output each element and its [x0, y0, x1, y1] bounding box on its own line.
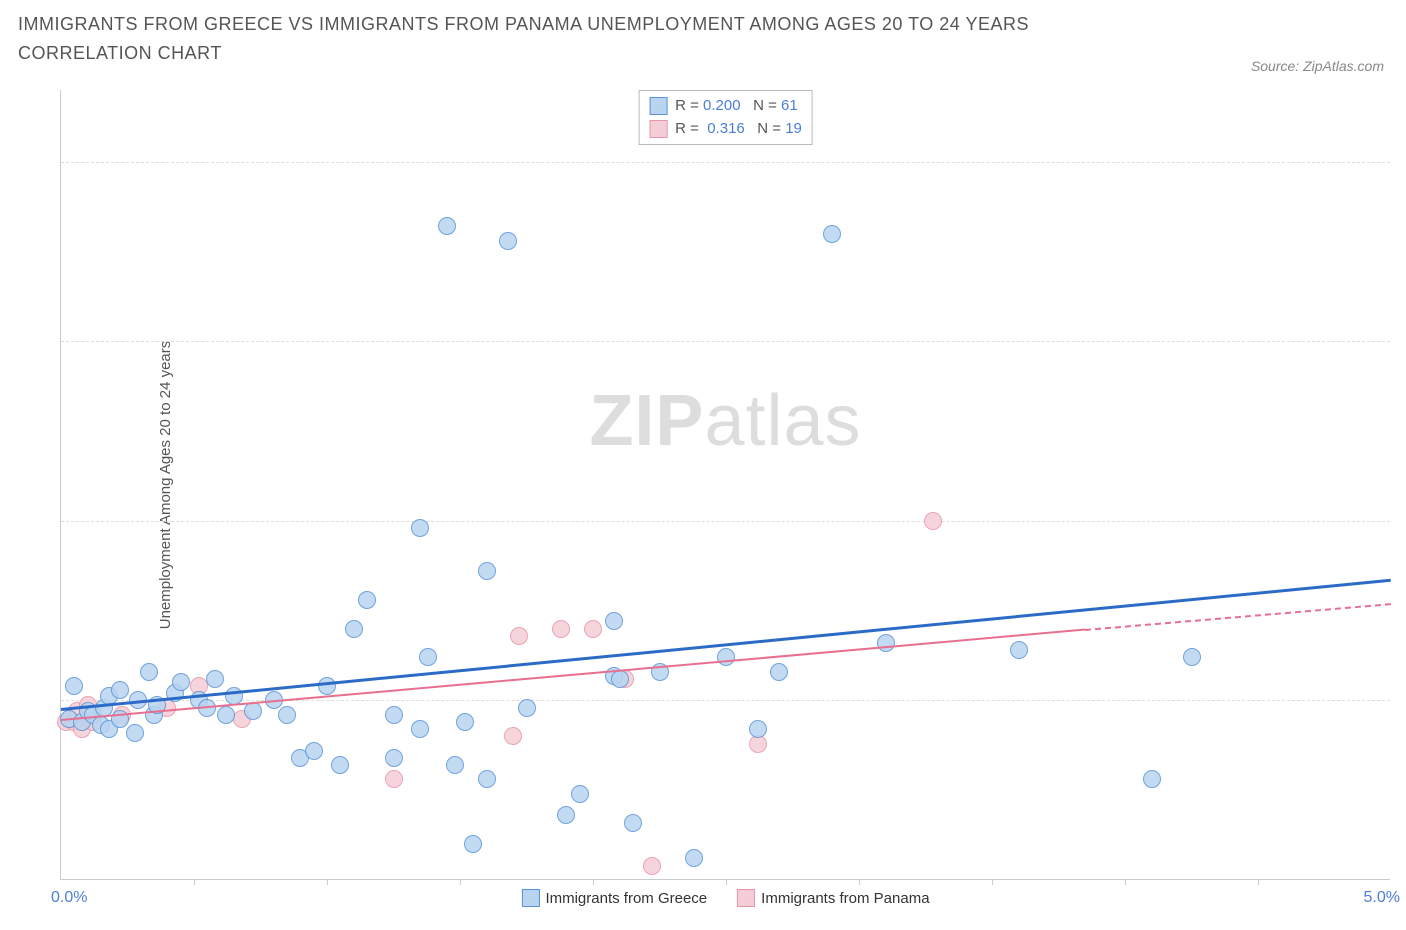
- x-tick: [726, 879, 727, 885]
- y-tick-label: 50.0%: [1400, 153, 1406, 171]
- legend-item-series1: Immigrants from Greece: [521, 889, 707, 907]
- y-tick-label: 12.5%: [1400, 691, 1406, 709]
- x-tick: [992, 879, 993, 885]
- legend-stats-series1: R = 0.200 N = 61: [675, 95, 798, 118]
- trend-line-series2: [61, 629, 1085, 721]
- r-value: 0.200: [703, 97, 741, 114]
- n-value: 61: [781, 97, 798, 114]
- x-tick: [1258, 879, 1259, 885]
- legend-label-series2: Immigrants from Panama: [761, 890, 929, 907]
- x-tick: [1125, 879, 1126, 885]
- n-label: N =: [757, 120, 781, 137]
- trend-line-series1: [61, 578, 1391, 710]
- x-tick: [194, 879, 195, 885]
- legend-label-series1: Immigrants from Greece: [545, 890, 707, 907]
- x-tick: [859, 879, 860, 885]
- x-tick: [460, 879, 461, 885]
- n-value: 19: [785, 120, 802, 137]
- legend-swatch-series2: [649, 120, 667, 138]
- legend-swatch-series1-bottom: [521, 889, 539, 907]
- x-axis-max-label: 5.0%: [1364, 889, 1400, 907]
- y-tick-label: 25.0%: [1400, 512, 1406, 530]
- legend-swatch-series2-bottom: [737, 889, 755, 907]
- chart-title: IMMIGRANTS FROM GREECE VS IMMIGRANTS FRO…: [18, 10, 1118, 68]
- legend-row-series2: R = 0.316 N = 19: [649, 118, 802, 141]
- legend-swatch-series1: [649, 97, 667, 115]
- series-legend: Immigrants from Greece Immigrants from P…: [521, 889, 929, 907]
- r-label: R =: [675, 97, 699, 114]
- trend-lines-layer: [61, 90, 1390, 879]
- x-tick: [593, 879, 594, 885]
- x-tick: [327, 879, 328, 885]
- r-value: 0.316: [707, 120, 745, 137]
- legend-stats-series2: R = 0.316 N = 19: [675, 118, 802, 141]
- r-label: R =: [675, 120, 699, 137]
- chart-plot-area: ZIPatlas Unemployment Among Ages 20 to 2…: [60, 90, 1390, 880]
- legend-item-series2: Immigrants from Panama: [737, 889, 929, 907]
- correlation-legend: R = 0.200 N = 61 R = 0.316 N = 19: [638, 90, 813, 145]
- n-label: N =: [753, 97, 777, 114]
- x-axis-min-label: 0.0%: [51, 889, 87, 907]
- legend-row-series1: R = 0.200 N = 61: [649, 95, 802, 118]
- y-tick-label: 37.5%: [1400, 332, 1406, 350]
- source-attribution: Source: ZipAtlas.com: [1251, 58, 1384, 74]
